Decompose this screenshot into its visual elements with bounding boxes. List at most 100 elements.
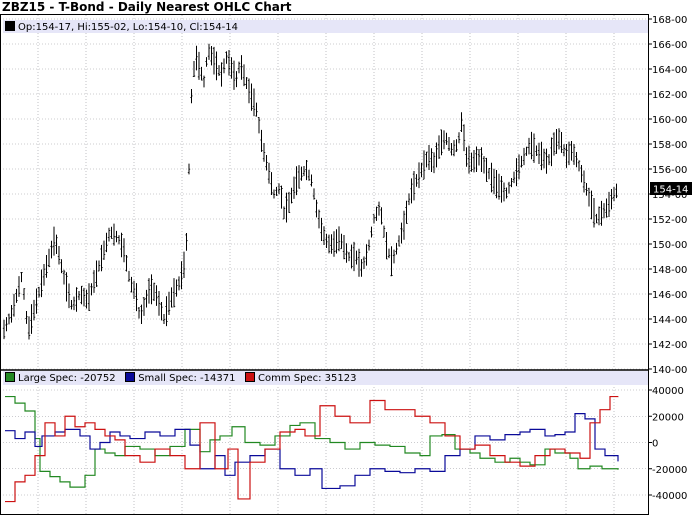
- ohlc-bar: [210, 46, 213, 66]
- ohlc-bar: [297, 165, 301, 189]
- y-tick-label: 158-00: [652, 140, 687, 151]
- legend-large-spec: Large Spec: -20752: [18, 373, 116, 384]
- ohlc-bar: [365, 244, 368, 266]
- ohlc-bar: [240, 55, 243, 80]
- ohlc-bar: [560, 131, 563, 153]
- ohlc-bar: [485, 157, 488, 182]
- ohlc-bar: [197, 51, 201, 80]
- ohlc-bar: [380, 207, 383, 225]
- series-line-small-spec: [5, 413, 619, 490]
- y-tick-label: 40000: [652, 386, 684, 397]
- ohlc-bar: [592, 198, 596, 228]
- ohlc-bar: [570, 140, 573, 161]
- ohlc-bar: [222, 58, 226, 74]
- ohlc-bar: [475, 146, 478, 173]
- ohlc-bar: [20, 272, 23, 283]
- ohlc-bar: [515, 158, 518, 187]
- ohlc-bar: [355, 250, 358, 265]
- large-spec-swatch-icon: [5, 372, 15, 382]
- ohlc-bar: [225, 51, 228, 64]
- ohlc-bar: [350, 244, 353, 269]
- ohlc-bar: [597, 206, 601, 226]
- ohlc-bar: [15, 288, 18, 303]
- chart-title: ZBZ15 - T-Bond - Daily Nearest OHLC Char…: [2, 0, 292, 14]
- ohlc-bar: [345, 243, 348, 263]
- ohlc-bar: [285, 192, 288, 223]
- ohlc-bar: [420, 162, 423, 178]
- y-tick-label: -40000: [652, 491, 687, 502]
- ohlc-bar: [600, 200, 603, 226]
- ohlc-bar: [235, 71, 238, 88]
- ohlc-bar: [457, 132, 461, 144]
- ohlc-bar: [340, 233, 343, 250]
- ohlc-bar: [612, 187, 616, 201]
- cot-lines: [5, 395, 619, 503]
- ohlc-bar: [322, 226, 326, 246]
- ohlc-bar: [35, 288, 38, 314]
- ohlc-bar: [312, 188, 316, 200]
- ohlc-bar: [510, 178, 513, 188]
- ohlc-bar: [335, 229, 338, 254]
- ohlc-bar: [162, 313, 166, 325]
- ohlc-bar: [307, 169, 311, 181]
- ohlc-bar: [357, 248, 361, 277]
- ohlc-bar: [315, 199, 318, 218]
- price-bars: [2, 43, 618, 340]
- ohlc-bar: [92, 270, 96, 293]
- y-axis: 140-00 142-00 144-00 146-00 148-00 150-00 152-…: [648, 15, 687, 502]
- ohlc-bar: [117, 235, 121, 245]
- ohlc-bar: [372, 214, 376, 224]
- ohlc-bar: [542, 148, 546, 169]
- ohlc-bar: [195, 45, 198, 71]
- ohlc-bar: [52, 226, 56, 256]
- ohlc-bar: [477, 149, 481, 166]
- ohlc-bar: [7, 313, 11, 325]
- ohlc-bar: [247, 78, 251, 104]
- ohlc-bar: [72, 296, 76, 311]
- ohlc-bar: [122, 238, 126, 263]
- ohlc-bar: [435, 142, 438, 168]
- ohlc-bar: [292, 176, 296, 199]
- y-tick-label: 146-00: [652, 290, 687, 301]
- ohlc-bar: [610, 189, 613, 210]
- ohlc-bar: [467, 145, 471, 174]
- ohlc-bar: [55, 234, 58, 255]
- ohlc-bar: [115, 230, 118, 243]
- ohlc-bar: [455, 139, 458, 152]
- ohlc-bar: [360, 259, 363, 277]
- ohlc-bar: [482, 156, 486, 174]
- y-tick-label: 164-00: [652, 65, 687, 76]
- ohlc-bar: [107, 227, 111, 242]
- ohlc-bar: [427, 145, 431, 171]
- ohlc-bar: [212, 46, 216, 75]
- ohlc-bar: [132, 280, 136, 299]
- ohlc-bar: [537, 142, 541, 164]
- ohlc-bar: [432, 152, 436, 174]
- ohlc-bar: [190, 88, 193, 104]
- ohlc-bar: [412, 171, 416, 201]
- ohlc-bar: [45, 255, 48, 278]
- ohlc-bar: [250, 83, 253, 111]
- ohlc-bar: [252, 88, 256, 117]
- ohlc-bar: [492, 168, 496, 195]
- ohlc-bar: [352, 241, 356, 272]
- ohlc-bar: [65, 272, 68, 302]
- ohlc-bar: [137, 306, 141, 319]
- ohlc-bar: [270, 172, 273, 196]
- ohlc-bar: [165, 296, 168, 327]
- ohlc-bar: [397, 235, 401, 247]
- ohlc-bar: [487, 168, 491, 180]
- y-tick-label: 168-00: [652, 15, 687, 26]
- ohlc-bar: [145, 289, 148, 308]
- legend-band: [3, 371, 648, 385]
- ohlc-bar: [405, 200, 408, 224]
- ohlc-bar: [545, 148, 548, 174]
- legend-comm-spec: Comm Spec: 35123: [258, 373, 357, 384]
- ohlc-bar: [337, 226, 341, 252]
- ohlc-bar: [550, 137, 553, 167]
- ohlc-bar: [30, 304, 33, 334]
- ohlc-bar: [182, 251, 186, 279]
- ohlc-bar: [540, 141, 543, 171]
- ohlc-bar: [415, 174, 418, 187]
